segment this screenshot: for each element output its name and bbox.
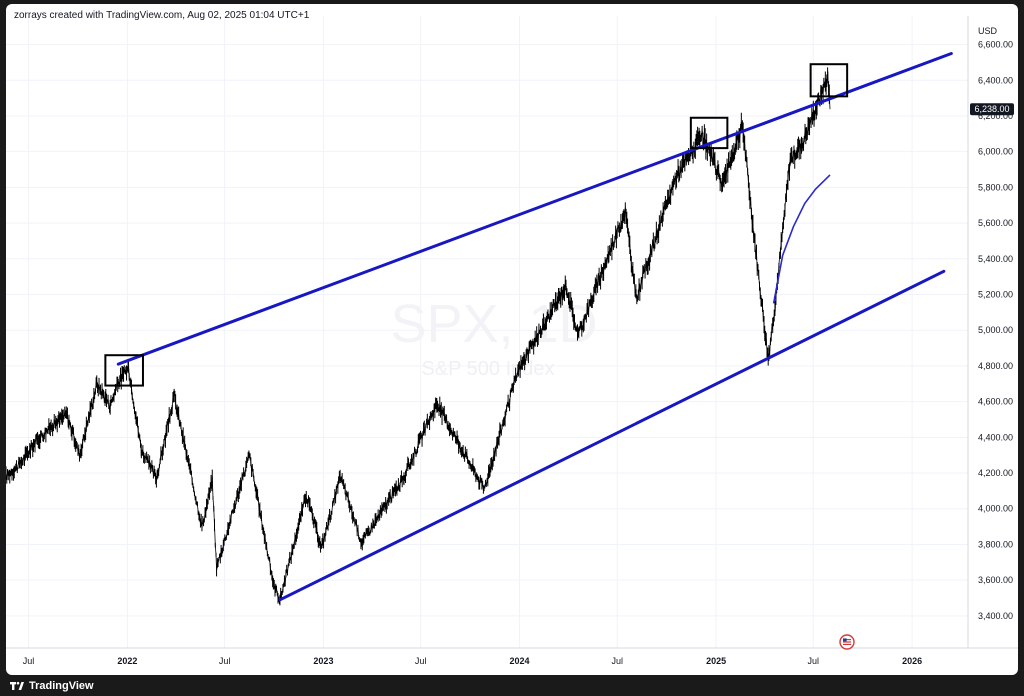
chart-frame: SPX, 1D S&P 500 Index USD 3,400.00 3,600.… [6, 4, 1018, 675]
x-tick-label: 2023 [313, 656, 333, 666]
currency-label: USD [978, 26, 998, 36]
drawings-layer[interactable] [104, 51, 953, 602]
footer-brand[interactable]: TradingView [29, 679, 94, 692]
y-tick-label: 5,600.00 [978, 218, 1013, 228]
x-tick-label: 2025 [706, 656, 726, 666]
y-tick-label: 4,600.00 [978, 397, 1013, 407]
highlight-box [689, 116, 729, 150]
y-tick-label: 6,600.00 [978, 40, 1013, 50]
axes: USD 3,400.00 3,600.00 3,800.00 4,000.00 4,20… [6, 16, 1018, 666]
x-tick-label: 2022 [117, 656, 137, 666]
y-tick-label: 6,000.00 [978, 147, 1013, 157]
y-tick-label: 3,400.00 [978, 611, 1013, 621]
x-tick-label: Jul [808, 656, 820, 666]
time-axis[interactable]: Jul 2022 Jul 2023 Jul 2024 Jul 2025 Jul 2026 [23, 656, 922, 666]
highlight-box [104, 354, 144, 387]
series-layer [6, 67, 831, 606]
us-flag-icon[interactable] [839, 634, 855, 650]
price-axis[interactable]: 3,400.00 3,600.00 3,800.00 4,000.00 4,200.00… [978, 40, 1013, 621]
upper-trendline [116, 51, 953, 366]
y-tick-label: 5,400.00 [978, 254, 1013, 264]
y-tick-label: 3,600.00 [978, 575, 1013, 585]
y-tick-label: 4,000.00 [978, 504, 1013, 514]
y-tick-label: 4,800.00 [978, 361, 1013, 371]
x-tick-label: Jul [23, 656, 35, 666]
watermark-symbol: SPX, 1D [390, 294, 597, 354]
highlight-box [809, 63, 849, 98]
current-price-label: 6,238.00 [974, 104, 1009, 114]
y-tick-label: 5,800.00 [978, 182, 1013, 192]
watermark-name: S&P 500 Index [421, 358, 554, 380]
symbol-watermark: SPX, 1D S&P 500 Index [390, 294, 597, 380]
x-tick-label: 2024 [509, 656, 529, 666]
y-tick-label: 4,400.00 [978, 432, 1013, 442]
y-tick-label: 4,200.00 [978, 468, 1013, 478]
moving-average-line [772, 174, 831, 304]
x-tick-label: 2026 [902, 656, 922, 666]
footer-bar: TradingView [0, 675, 1024, 696]
x-tick-label: Jul [611, 656, 623, 666]
tradingview-logo-icon[interactable] [10, 681, 24, 691]
lower-trendline [278, 269, 946, 602]
y-tick-label: 5,000.00 [978, 325, 1013, 335]
price-chart[interactable]: SPX, 1D S&P 500 Index USD 3,400.00 3,600.… [6, 4, 1018, 675]
y-tick-label: 6,200.00 [978, 111, 1013, 121]
x-tick-label: Jul [219, 656, 231, 666]
y-tick-label: 5,200.00 [978, 290, 1013, 300]
current-price-tag: 6,238.00 [970, 103, 1014, 116]
chart-attribution: zorrays created with TradingView.com, Au… [14, 10, 310, 21]
y-tick-label: 6,400.00 [978, 75, 1013, 85]
x-tick-label: Jul [415, 656, 427, 666]
y-tick-label: 3,800.00 [978, 539, 1013, 549]
